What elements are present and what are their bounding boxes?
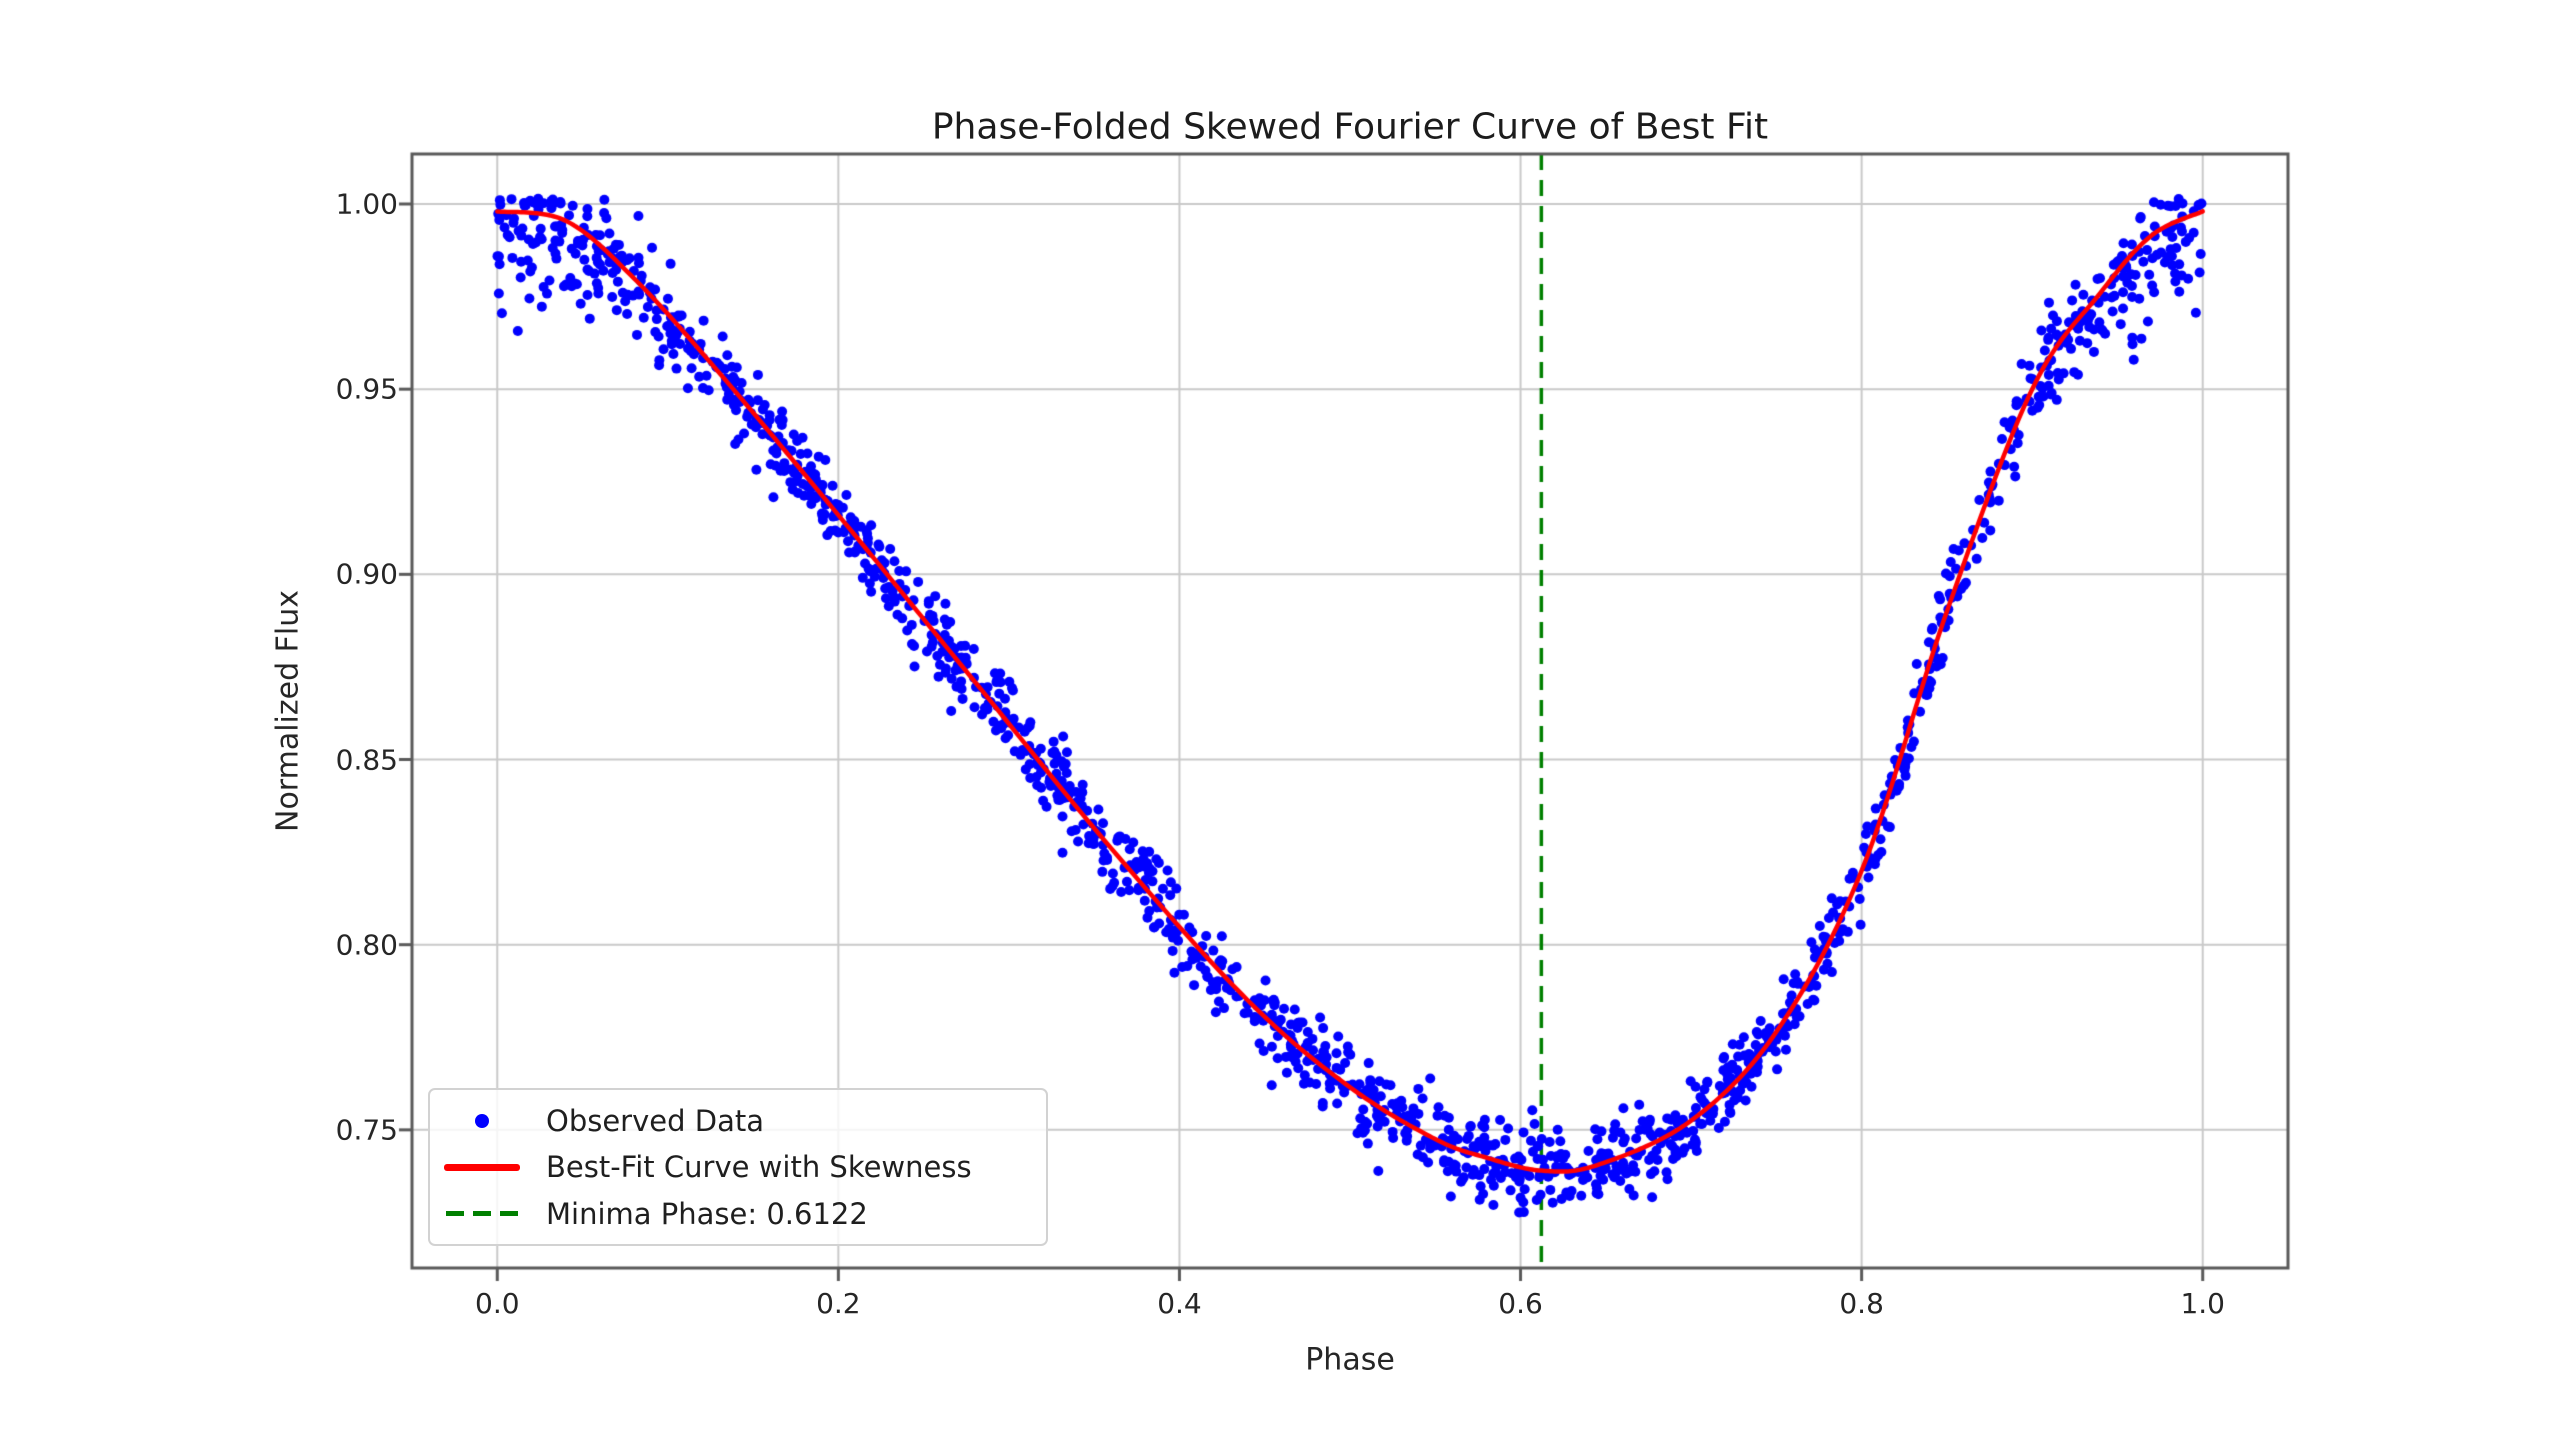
y-axis-label: Normalized Flux [270,589,306,833]
x-axis-label: Phase [1305,1342,1395,1378]
y-tick-label: 1.00 [335,187,398,221]
chart-title: Phase-Folded Skewed Fourier Curve of Bes… [931,106,1769,148]
y-tick-label: 0.95 [335,372,398,406]
x-tick-label: 0.4 [1157,1287,1202,1320]
legend-marker-col [444,1211,520,1216]
legend-label-observed-data: Observed Data [546,1103,764,1138]
scatter-point-icon [475,1113,489,1128]
legend-label-best-fit-curve: Best-Fit Curve with Skewness [546,1150,972,1184]
dashed-line-icon [446,1211,518,1216]
x-tick-label: 0.0 [475,1287,520,1320]
y-tick-label: 0.75 [335,1113,398,1147]
y-tick-label: 0.80 [335,928,398,962]
legend-item-best-fit-curve: Best-Fit Curve with Skewness [444,1145,1032,1189]
y-tick-label: 0.90 [335,557,398,591]
y-tick-label: 0.85 [335,743,398,776]
legend-marker-col [444,1163,520,1171]
solid-line-icon [444,1163,520,1171]
legend-marker-col [444,1113,520,1128]
x-tick-label: 0.2 [816,1287,861,1320]
legend-item-observed-data: Observed Data [444,1099,1032,1143]
x-tick-label: 0.6 [1498,1287,1543,1320]
legend-item-minima-phase: Minima Phase: 0.6122 [444,1192,1032,1236]
legend-label-minima-phase: Minima Phase: 0.6122 [546,1196,868,1231]
x-tick-label: 0.8 [1839,1287,1884,1320]
legend: Observed Data Best-Fit Curve with Skewne… [428,1088,1048,1246]
x-tick-label: 1.0 [2180,1287,2225,1320]
